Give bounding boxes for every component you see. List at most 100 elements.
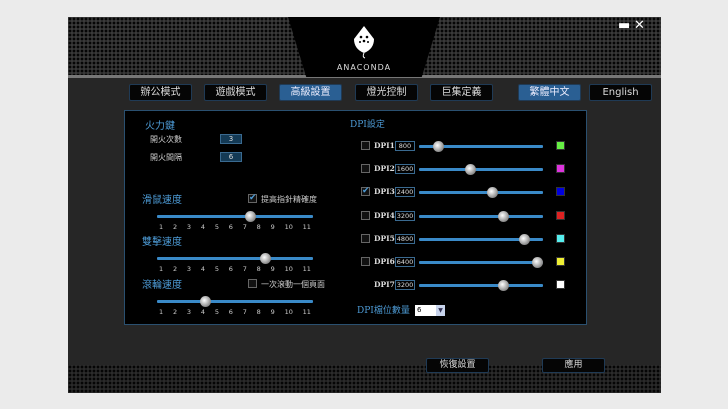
dpi-label: DPI6 [374,257,395,266]
dpi-label: DPI5 [374,233,395,243]
language-1[interactable]: English [589,84,652,101]
dpi-checkbox-3[interactable]: ✔ [361,186,370,197]
dpi-label: DPI1 [374,141,395,150]
dpi-slider-7[interactable] [419,280,543,292]
tick-label: 11 [302,223,311,231]
pointer-speed-title: 滑鼠速度 [142,195,182,206]
dpi-color-swatch[interactable] [556,141,565,150]
tick-label: 6 [228,223,233,231]
pointer-speed-checkbox[interactable]: ✔ [248,193,257,203]
anaconda-logo-icon [354,26,374,59]
wheel-speed-title: 滾輪速度 [142,280,182,291]
dpi-count-label: DPI檔位數量 [357,306,410,316]
close-button[interactable]: ✕ [634,18,645,33]
dpi-value-input[interactable]: 1600 [395,164,415,175]
slider-knob[interactable] [245,211,256,222]
tick-label: 8 [256,308,261,316]
dpi-slider-2[interactable] [419,164,543,176]
tab-4[interactable]: 巨集定義 [430,84,493,101]
slider-knob[interactable] [531,257,543,268]
tick-label: 1 [159,265,164,273]
tick-label: 8 [256,223,261,231]
dpi-slider-6[interactable] [419,257,543,268]
slider-knob[interactable] [519,233,531,245]
pointer-speed-slider[interactable] [157,211,313,222]
apply-button[interactable]: 應用 [542,358,605,373]
dpi-color-swatch[interactable] [556,257,565,266]
tab-0[interactable]: 辦公模式 [129,84,192,101]
tick-label: 6 [228,265,233,273]
dpi-label: DPI3 [374,187,395,197]
dpi-value-input[interactable]: 2400 [395,187,415,198]
settings-panel: 火力鍵 開火次數 3 開火間隔 6 DPI設定 DPI檔位數量 6 ▼ 滑鼠速度 ✔… [124,110,587,325]
slider-knob[interactable] [487,187,499,199]
dpi-slider-1[interactable] [419,141,543,152]
dpi-checkbox-6[interactable] [361,257,370,266]
tick-label: 10 [284,223,293,231]
dpi-value-input[interactable]: 3200 [395,210,415,221]
fire-count-label: 開火次數 [150,135,182,144]
dpi-value-input[interactable]: 6400 [395,257,415,267]
tab-1[interactable]: 遊戲模式 [204,84,267,101]
language-0[interactable]: 繁體中文 [518,84,581,101]
tick-label: 4 [200,265,205,273]
dpi-checkbox-2[interactable] [361,164,370,174]
minimize-button[interactable]: ▬ [618,18,631,33]
dpi-value-input[interactable]: 4800 [395,233,415,244]
tick-label: 5 [214,223,219,231]
dpi-count-value: 6 [417,306,422,314]
slider-knob[interactable] [498,210,510,222]
slider-knob[interactable] [260,253,271,264]
tick-label: 7 [242,223,247,231]
slider-knob[interactable] [200,296,211,307]
tick-label: 8 [256,265,261,273]
dpi-color-swatch[interactable] [556,210,565,220]
double-click-slider[interactable] [157,253,313,264]
fire-key-title: 火力鍵 [145,121,175,132]
tick-label: 6 [228,308,233,316]
tick-label: 4 [200,308,205,316]
tick-label: 1 [159,308,164,316]
double-click-title: 雙擊速度 [142,237,182,248]
dpi-count-select[interactable]: 6 ▼ [415,305,445,316]
slider-ticks: 1 2 3 4 5 6 7 8 9 10 11 [159,223,311,231]
checkbox-label: 一次滾動一個頁面 [261,280,325,289]
dpi-label: DPI4 [374,210,395,220]
tick-label: 9 [270,265,275,273]
tick-label: 7 [242,265,247,273]
tick-label: 3 [186,308,192,316]
wheel-speed-slider[interactable] [157,296,313,307]
tick-label: 7 [242,308,247,316]
dpi-color-swatch[interactable] [556,187,565,197]
fire-count-input[interactable]: 3 [220,134,242,144]
slider-knob[interactable] [464,164,476,176]
dpi-color-swatch[interactable] [556,280,565,290]
dpi-checkbox-5[interactable] [361,233,370,243]
tab-2[interactable]: 高級設置 [279,84,342,101]
dpi-color-swatch[interactable] [556,233,565,243]
tick-label: 9 [270,223,275,231]
tick-label: 2 [172,265,178,273]
dpi-slider-3[interactable] [419,187,543,199]
dpi-label: DPI2 [374,164,395,174]
dpi-checkbox-1[interactable] [361,141,370,150]
tick-label: 1 [159,223,164,231]
restore-button[interactable]: 恢復設置 [426,358,489,373]
slider-knob[interactable] [498,280,510,292]
dpi-slider-5[interactable] [419,233,543,245]
dpi-label: DPI7 [374,280,395,290]
dpi-slider-4[interactable] [419,210,543,222]
dpi-value-input[interactable]: 800 [395,141,415,151]
dpi-value-input[interactable]: 3200 [395,280,415,291]
tick-label: 3 [186,223,192,231]
dpi-checkbox-4[interactable] [361,210,370,220]
tick-label: 2 [172,308,178,316]
chevron-down-icon: ▼ [436,305,445,316]
slider-knob[interactable] [432,141,444,152]
fire-interval-input[interactable]: 6 [220,152,242,162]
tab-3[interactable]: 燈光控制 [355,84,418,101]
tick-label: 5 [214,308,219,316]
wheel-speed-checkbox[interactable] [248,279,257,288]
dpi-title: DPI設定 [350,120,385,130]
dpi-color-swatch[interactable] [556,164,565,174]
